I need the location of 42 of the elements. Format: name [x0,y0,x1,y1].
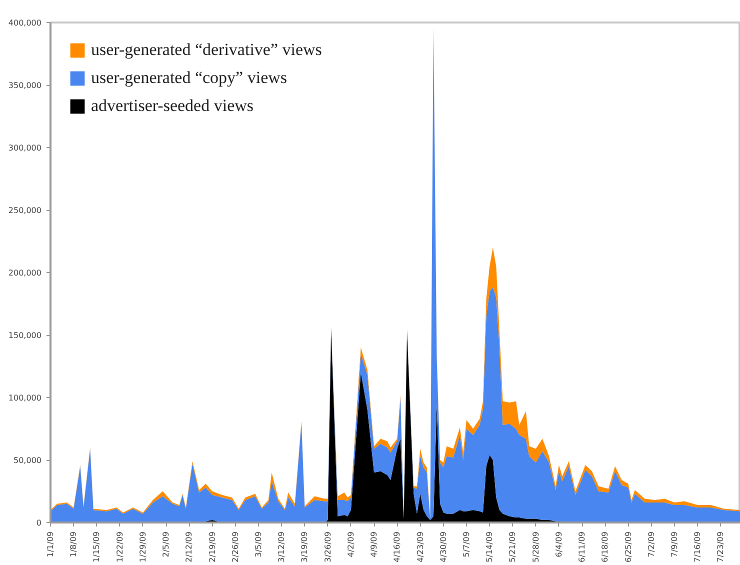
x-tick-label: 4/2/09 [346,532,356,558]
y-tick-label: 400,000 [8,18,42,28]
legend-label: user-generated “copy” views [91,68,288,88]
y-tick-label: 350,000 [8,81,42,90]
x-tick-label: 4/23/09 [416,531,425,562]
x-tick-label: 2/19/09 [208,531,217,562]
x-tick-label: 3/5/09 [254,532,263,558]
x-tick-label: 5/21/09 [508,531,518,562]
x-tick-label: 7/16/09 [693,531,702,562]
x-tick-label: 4/16/09 [392,531,402,562]
x-tick-label: 1/29/09 [138,531,148,562]
y-tick-label: 300,000 [8,144,42,152]
x-tick-label: 6/25/09 [624,531,633,562]
x-tick-label: 5/7/09 [462,532,471,558]
x-tick-label: 2/12/09 [184,531,194,562]
y-tick-label: 250,000 [8,206,42,215]
x-tick-label: 2/26/09 [230,531,240,562]
legend-label: user-generated “derivative” views [91,40,322,60]
legend-label: advertiser-seeded views [91,96,254,116]
x-tick-label: 1/22/09 [115,531,124,562]
x-tick-label: 2/5/09 [162,532,171,558]
y-tick-label: 0 [36,518,42,528]
x-tick-label: 3/12/09 [277,531,286,562]
x-tick-label: 6/11/09 [578,531,587,562]
y-tick-label: 100,000 [8,394,42,402]
y-tick-label: 50,000 [14,456,42,465]
x-tick-label: 5/14/09 [485,531,494,562]
x-tick-label: 5/28/09 [531,531,540,562]
x-tick-label: 6/4/09 [554,532,564,558]
x-tick-label: 1/8/09 [69,532,78,558]
x-tick-label: 7/23/09 [716,531,726,562]
x-tick-label: 6/18/09 [600,531,610,562]
x-tick-label: 3/26/09 [323,531,332,562]
x-tick-label: 7/9/09 [670,532,679,558]
x-tick-label: 1/15/09 [92,531,102,562]
y-tick-label: 150,000 [8,331,42,340]
y-tick-label: 200,000 [8,268,42,278]
x-tick-label: 4/30/09 [438,531,448,562]
x-tick-label: 1/1/09 [46,532,55,558]
x-tick-label: 7/2/09 [646,532,656,558]
x-tick-label: 3/19/09 [300,531,310,562]
x-tick-label: 4/9/09 [370,532,379,558]
